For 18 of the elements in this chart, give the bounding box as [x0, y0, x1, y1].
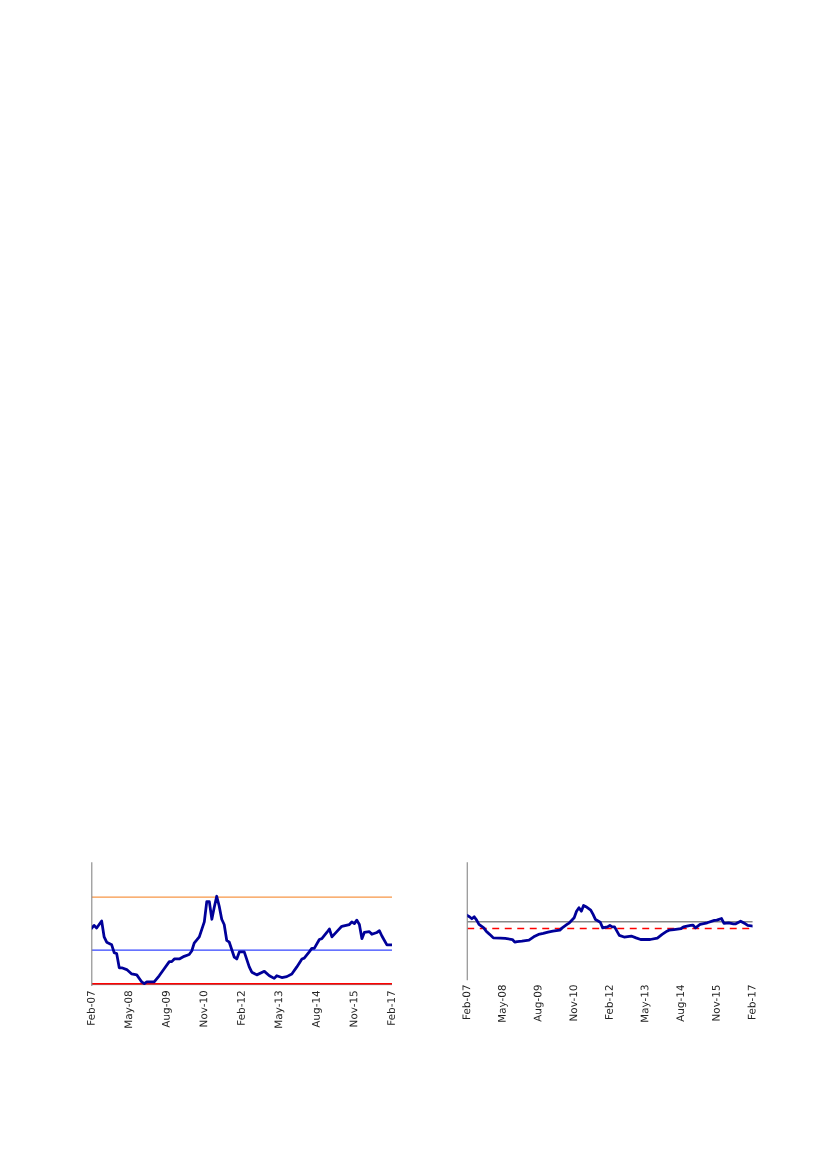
x-tick-label: Nov-15 — [712, 985, 720, 1021]
x-tick-label: Feb-07 — [462, 985, 471, 1019]
x-tick-label: May-08 — [497, 985, 508, 1022]
x-tick-label: May-13 — [640, 985, 651, 1022]
x-tick-label: Aug-14 — [676, 985, 687, 1022]
x-tick-label: May-08 — [124, 991, 135, 1028]
x-tick-label: Feb-12 — [236, 991, 245, 1025]
x-tick-label: Nov-10 — [199, 991, 208, 1027]
x-tick-label: Aug-14 — [312, 990, 322, 1028]
x-tick-label: Feb-17 — [386, 991, 396, 1025]
x-tick-label: May-13 — [274, 991, 285, 1028]
x-tick-label: Aug-09 — [533, 985, 544, 1022]
x-tick-label: Feb-07 — [86, 991, 95, 1025]
x-tick-label: Nov-15 — [349, 991, 358, 1027]
x-tick-label: Nov-10 — [569, 985, 578, 1021]
x-tick-label: Feb-12 — [604, 985, 613, 1019]
x-tick-label: Aug-09 — [161, 991, 172, 1028]
x-tick-label: Feb-17 — [747, 985, 756, 1019]
